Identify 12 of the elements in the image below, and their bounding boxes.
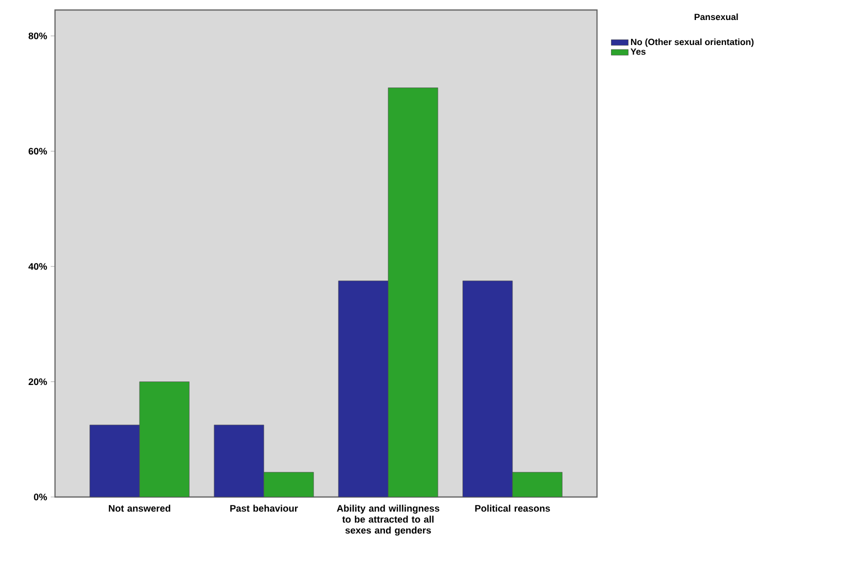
x-tick-label: Ability and willingness to be attracted to all sexes and genders (336, 504, 440, 536)
y-tick-label: 0% (34, 494, 47, 500)
legend-label: Yes (630, 48, 646, 55)
y-tick-label: 40% (28, 263, 47, 270)
legend-title: Pansexual (694, 14, 738, 20)
y-tick-label: 20% (28, 378, 47, 386)
y-tick-label: 80% (28, 32, 47, 40)
x-tick-label: Political reasons (475, 504, 550, 512)
x-tick-label: Past behaviour (230, 504, 298, 512)
x-tick-label: Not answered (108, 504, 170, 512)
legend-label: No (Other sexual orientation) (631, 38, 754, 47)
y-tick-label: 60% (28, 148, 47, 155)
